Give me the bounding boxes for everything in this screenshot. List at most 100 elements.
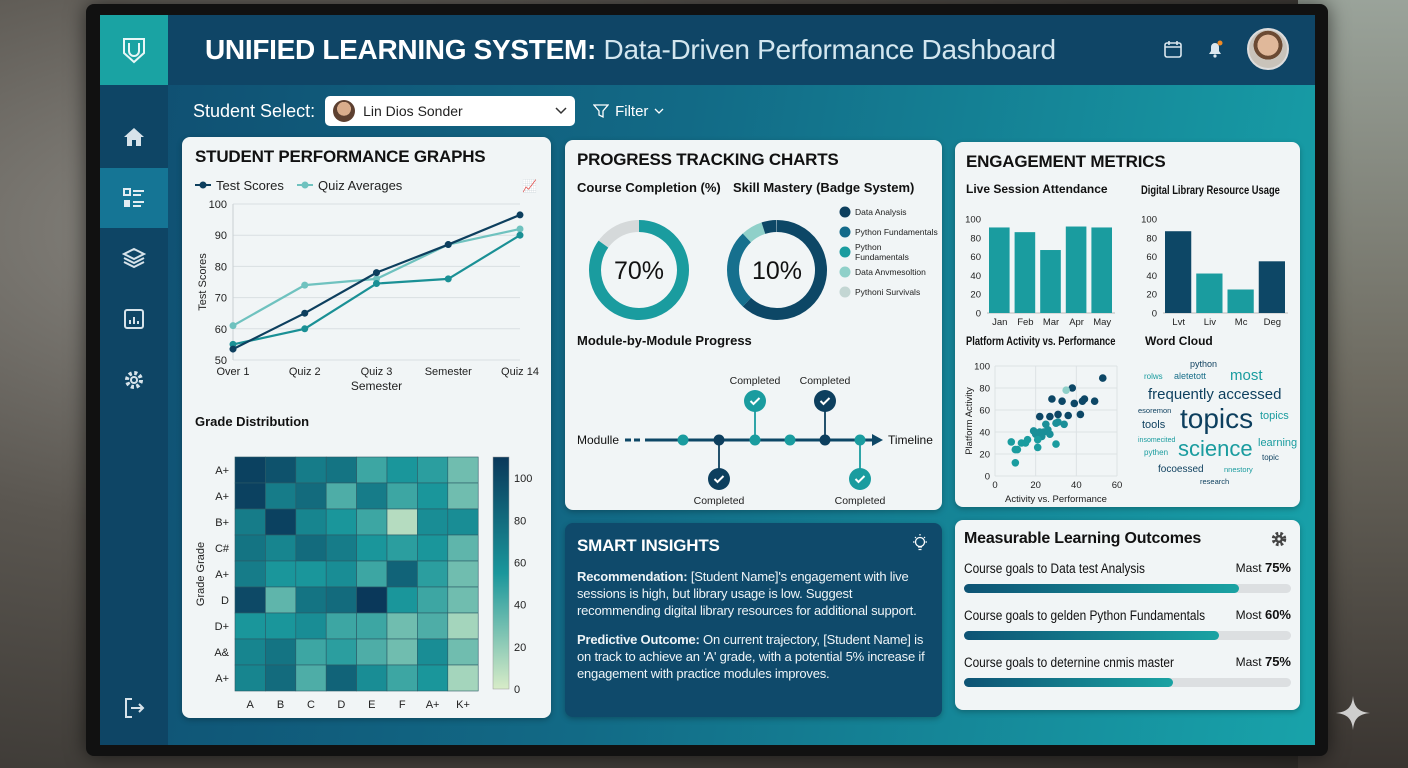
heatmap-cell xyxy=(325,482,357,510)
module-progress-title: Module-by-Module Progress xyxy=(577,333,752,348)
heatmap-cell xyxy=(325,586,357,614)
calendar-icon[interactable] xyxy=(1163,39,1183,59)
word-cloud-word: esoremon xyxy=(1138,406,1172,415)
heatmap-cell xyxy=(265,456,297,484)
performance-card: STUDENT PERFORMANCE GRAPHS Test Scores Qu… xyxy=(182,137,551,718)
performance-line-chart: Test Scores Quiz Averages 50 60 70 80 90 100 Ove… xyxy=(195,178,539,393)
chevron-down-icon xyxy=(555,107,567,115)
skill-arc xyxy=(727,233,752,307)
heatmap-cell xyxy=(234,456,266,484)
y-tick-label: 70 xyxy=(215,293,227,305)
x-tick-label: Semester xyxy=(425,366,472,378)
legend-marker xyxy=(301,181,309,189)
user-avatar[interactable] xyxy=(1247,28,1289,70)
heatmap-cell xyxy=(265,612,297,640)
y-tick-label: 20 xyxy=(1146,290,1157,301)
y-tick-label: 60 xyxy=(1146,252,1157,263)
sidebar-item-layers[interactable] xyxy=(100,228,168,288)
outcome-progress-bar xyxy=(964,584,1291,593)
heatmap-cell xyxy=(417,508,449,536)
milestone-label: Completed xyxy=(800,375,851,387)
scatter-point xyxy=(1068,384,1077,392)
word-cloud-word: rolws xyxy=(1144,372,1163,381)
library-bar xyxy=(1227,289,1254,313)
heatmap-cell xyxy=(417,586,449,614)
skill-arc xyxy=(761,220,777,234)
heatmap-cell xyxy=(265,508,297,536)
gear-icon xyxy=(125,371,143,389)
heatmap-cell xyxy=(325,664,357,692)
scatter-point xyxy=(1048,395,1056,403)
legend-marker xyxy=(199,181,207,189)
attendance-title: Live Session Attendance xyxy=(966,182,1108,196)
data-point xyxy=(516,211,524,219)
y-tick-label: A& xyxy=(214,647,229,659)
milestone-label: Completed xyxy=(835,495,886,507)
milestone-badge xyxy=(849,468,871,490)
data-point xyxy=(229,345,237,353)
y-tick-label: 80 xyxy=(1146,233,1157,244)
timeline-node xyxy=(677,434,689,446)
heatmap-cell xyxy=(386,456,418,484)
library-bar xyxy=(1258,261,1285,313)
legend-marker xyxy=(839,246,851,258)
page-title: UNIFIED LEARNING SYSTEM: Data-Driven Per… xyxy=(205,34,1056,65)
x-tick-label: Mar xyxy=(1043,317,1059,328)
sidebar-item-dashboard[interactable] xyxy=(100,168,168,228)
student-select-dropdown[interactable]: Lin Dios Sonder xyxy=(325,96,576,126)
timeline-node xyxy=(854,434,866,446)
heatmap-cell xyxy=(234,482,266,510)
skill-mastery-title: Skill Mastery (Badge System) xyxy=(733,180,915,195)
y-tick-label: 40 xyxy=(970,271,981,282)
student-select-row: Student Select: Lin Dios Sonder Filter xyxy=(193,96,664,126)
scatter-point xyxy=(1033,435,1042,444)
heatmap-cell xyxy=(295,664,327,692)
header: UNIFIED LEARNING SYSTEM: Data-Driven Per… xyxy=(168,15,1315,85)
filter-button[interactable]: Filter xyxy=(593,103,664,120)
scatter-point xyxy=(1062,386,1070,394)
word-cloud-word: topics xyxy=(1180,403,1254,434)
y-tick-label: A+ xyxy=(215,569,229,581)
logo-icon[interactable] xyxy=(100,15,168,85)
scatter-point xyxy=(1054,410,1062,419)
scatter-point xyxy=(1098,374,1107,382)
gear-icon[interactable] xyxy=(1270,530,1288,548)
word-cloud-word: nnestory xyxy=(1224,465,1253,474)
y-tick-label: 90 xyxy=(215,230,227,242)
sidebar-item-logout[interactable] xyxy=(100,678,168,738)
heatmap-cell xyxy=(386,534,418,562)
sidebar-item-settings[interactable] xyxy=(100,350,168,410)
sidebar-item-home[interactable] xyxy=(100,107,168,167)
x-axis-label: Activity vs. Performance xyxy=(1005,494,1107,505)
outcome-progress-bar xyxy=(964,631,1291,640)
heatmap-cell xyxy=(234,586,266,614)
legend-label: Test Scores xyxy=(216,178,284,193)
chart-type-icon[interactable]: 📈 xyxy=(522,179,537,193)
heatmap-cell xyxy=(295,534,327,562)
y-tick-label: 80 xyxy=(979,384,990,395)
heatmap-cell xyxy=(356,638,388,666)
scatter-point xyxy=(1058,397,1066,405)
dashboard-screen: UNIFIED LEARNING SYSTEM: Data-Driven Per… xyxy=(100,15,1315,745)
heatmap-cell xyxy=(447,664,479,692)
legend-marker xyxy=(839,266,851,278)
donut-label: 70% xyxy=(614,257,664,285)
heatmap-cell xyxy=(447,560,479,588)
outcome-row: Course goals to Data test Analysis Mast 7… xyxy=(964,560,1291,596)
heatmap-cell xyxy=(386,482,418,510)
legend-marker xyxy=(839,286,851,298)
bell-icon[interactable] xyxy=(1205,39,1225,59)
heatmap-cell xyxy=(386,638,418,666)
y-tick-label: 50 xyxy=(215,355,227,367)
y-tick-label: 60 xyxy=(215,324,227,336)
heatmap-cell xyxy=(417,612,449,640)
heatmap-cell xyxy=(295,638,327,666)
x-tick-label: Liv xyxy=(1204,317,1216,328)
donut-progress-arc xyxy=(589,220,689,320)
card-title: STUDENT PERFORMANCE GRAPHS xyxy=(195,147,486,166)
heatmap-cell xyxy=(386,508,418,536)
x-axis-label: Grade Grades xyxy=(319,716,395,717)
y-tick-label: 40 xyxy=(979,428,990,439)
timeline-node xyxy=(784,434,796,446)
sidebar-item-reports[interactable] xyxy=(100,289,168,349)
